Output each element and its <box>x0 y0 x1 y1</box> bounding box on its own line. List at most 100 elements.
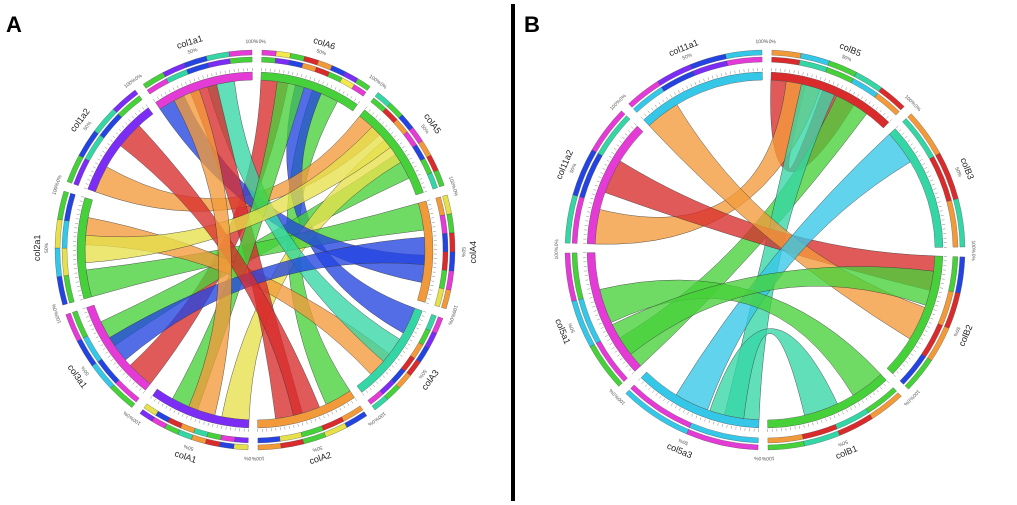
tick-mark <box>593 310 597 312</box>
tick-mark <box>91 170 94 173</box>
tick-mark <box>394 361 398 365</box>
stack-bar-colB3-1-2 <box>953 198 966 248</box>
tick-mark <box>798 71 800 75</box>
tick-mark <box>176 85 179 89</box>
tick-mark <box>376 381 379 385</box>
tick-mark <box>189 80 191 83</box>
stack-bar-colA2-1-4 <box>257 443 282 451</box>
tick-mark <box>145 104 148 107</box>
tick-mark <box>121 125 125 128</box>
tick-mark <box>79 299 83 301</box>
tick-mark <box>825 418 827 422</box>
ideogram-col5a1 <box>586 252 641 372</box>
tick-mark <box>828 79 831 83</box>
tick-mark <box>99 154 103 157</box>
ideogram-colA6 <box>260 71 358 112</box>
tick-mark <box>865 397 868 401</box>
tick-mark <box>110 139 113 142</box>
tick-mark <box>707 77 709 81</box>
tick-mark <box>940 214 944 216</box>
tick-mark <box>431 217 435 219</box>
stack-bar-colB5-1-4 <box>878 87 905 111</box>
tick-mark <box>220 71 222 75</box>
tick-mark <box>648 387 651 391</box>
tick-mark <box>611 152 615 154</box>
percent-tick-label: 100% <box>554 246 560 259</box>
tick-mark <box>889 119 892 122</box>
tick-mark <box>305 75 307 79</box>
tick-mark <box>351 400 354 404</box>
tick-mark <box>84 311 88 314</box>
tick-mark <box>607 339 610 341</box>
tick-mark <box>365 390 368 393</box>
ideogram-colA4 <box>417 200 434 303</box>
tick-mark <box>640 116 644 120</box>
tick-mark <box>301 422 304 426</box>
percent-tick-label: 50% <box>951 326 961 338</box>
tick-mark <box>841 85 843 89</box>
tick-mark <box>687 411 689 415</box>
tick-mark <box>424 190 428 193</box>
tick-mark <box>641 381 644 384</box>
tick-mark <box>939 287 943 289</box>
ideogram-col5a3 <box>640 371 760 429</box>
stack-bar-col1a2-0-3 <box>117 95 143 118</box>
tick-mark <box>596 180 600 183</box>
percent-tick-label: 0% <box>259 39 267 45</box>
tick-mark <box>404 149 408 152</box>
tick-mark <box>330 85 333 88</box>
tick-mark <box>725 72 727 76</box>
tick-mark <box>712 75 714 79</box>
tick-mark <box>76 213 80 215</box>
tick-mark <box>920 338 924 341</box>
tick-mark <box>604 163 608 166</box>
tick-mark <box>686 85 688 89</box>
tick-mark <box>588 292 592 295</box>
tick-mark <box>350 95 353 99</box>
tick-mark <box>667 400 669 404</box>
tick-mark <box>802 72 804 76</box>
tick-mark <box>150 396 153 399</box>
tick-mark <box>932 313 936 316</box>
tick-mark <box>729 71 731 75</box>
tick-mark <box>327 413 329 417</box>
tick-mark <box>806 73 809 77</box>
tick-mark <box>91 328 95 331</box>
tick-mark <box>647 110 650 114</box>
tick-mark <box>595 314 599 317</box>
tick-mark <box>407 343 411 346</box>
tick-mark <box>821 419 823 423</box>
stack-bar-colA4-1-2 <box>449 232 456 253</box>
tick-mark <box>586 215 590 217</box>
stack-bar-colA1-1-7 <box>139 409 155 422</box>
tick-mark <box>78 204 82 207</box>
tick-mark <box>864 98 867 102</box>
tick-mark <box>622 361 626 364</box>
tick-mark <box>411 161 415 164</box>
tick-mark <box>651 107 654 111</box>
tick-mark <box>122 372 125 376</box>
tick-mark <box>842 411 844 415</box>
percent-tick-label: 0% <box>451 188 459 197</box>
tick-mark <box>589 297 593 299</box>
ideogram-colA5 <box>359 109 424 196</box>
tick-mark <box>589 202 593 204</box>
tick-mark <box>602 168 606 170</box>
ideogram-col1a2 <box>87 107 154 193</box>
tick-mark <box>604 335 608 337</box>
stack-bar-col5a1-0-2 <box>571 252 584 300</box>
tick-mark <box>651 390 655 393</box>
tick-mark <box>428 293 432 296</box>
tick-mark <box>409 157 413 160</box>
tick-mark <box>362 393 365 396</box>
tick-mark <box>357 101 360 104</box>
tick-mark <box>296 73 298 77</box>
segment-label-colA4: colA4 <box>468 241 478 264</box>
tick-mark <box>613 148 617 151</box>
tick-mark <box>379 378 382 381</box>
tick-mark <box>893 374 896 377</box>
tick-mark <box>339 407 342 411</box>
tick-mark <box>644 384 648 388</box>
tick-mark <box>343 405 346 409</box>
tick-mark <box>861 400 864 404</box>
